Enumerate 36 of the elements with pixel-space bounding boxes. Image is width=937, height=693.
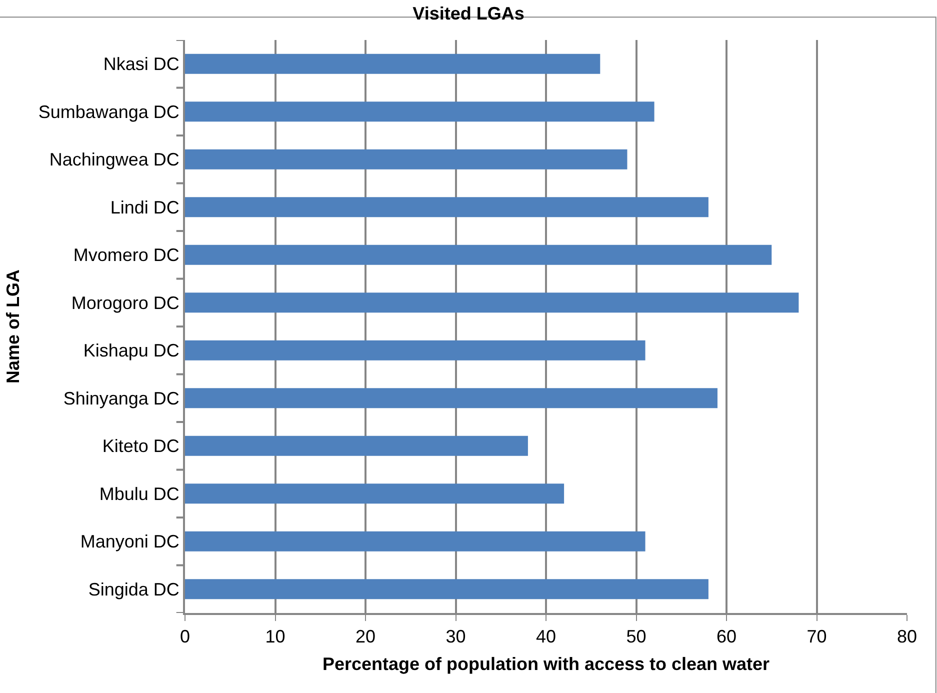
y-tick-label: Singida DC bbox=[88, 579, 180, 600]
bar bbox=[185, 197, 708, 218]
chart-title: Visited LGAs bbox=[412, 4, 524, 24]
y-tick-label: Nkasi DC bbox=[103, 54, 180, 74]
bar bbox=[185, 292, 799, 313]
x-tick-label: 0 bbox=[180, 626, 190, 647]
y-tick-label: Mvomero DC bbox=[73, 245, 180, 266]
bar bbox=[185, 340, 646, 360]
y-tick-label: Lindi DC bbox=[110, 197, 180, 218]
bar bbox=[185, 102, 654, 122]
bar bbox=[185, 244, 772, 265]
y-tick-label: Kiteto DC bbox=[102, 436, 180, 456]
bar bbox=[185, 388, 718, 408]
x-tick-label: 60 bbox=[716, 626, 737, 647]
x-tick-label: 50 bbox=[626, 626, 646, 647]
x-tick-label: 10 bbox=[265, 626, 286, 647]
y-axis-title: Name of LGA bbox=[3, 269, 24, 384]
bar bbox=[185, 579, 708, 600]
x-axis-title: Percentage of population with access to clean water bbox=[322, 654, 770, 674]
y-tick-label: Mbulu DC bbox=[99, 484, 180, 504]
x-tick-label: 80 bbox=[896, 626, 918, 647]
bar bbox=[185, 436, 528, 456]
x-tick-label: 40 bbox=[536, 626, 556, 647]
y-tick-label: Morogoro DC bbox=[71, 292, 180, 313]
y-tick-label: Kishapu DC bbox=[83, 340, 180, 361]
bar bbox=[185, 54, 600, 74]
y-tick-label: Shinyanga DC bbox=[63, 388, 180, 408]
y-tick-label: Manyoni DC bbox=[80, 532, 180, 552]
y-tick-label: Nachingwea DC bbox=[49, 150, 180, 170]
x-tick-label: 70 bbox=[806, 626, 827, 647]
bar bbox=[185, 484, 564, 504]
x-tick-label: 20 bbox=[355, 626, 376, 647]
y-tick-label: Sumbawanga DC bbox=[38, 102, 180, 122]
bar bbox=[185, 149, 628, 170]
x-tick-label: 30 bbox=[446, 626, 466, 647]
bar bbox=[185, 531, 646, 552]
